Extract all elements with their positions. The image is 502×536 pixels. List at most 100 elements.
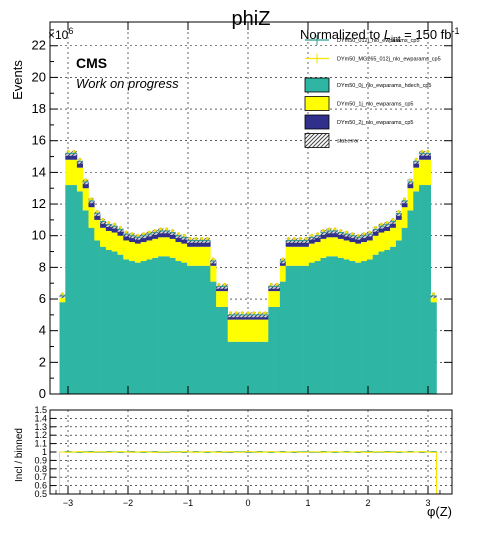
- cms-label: CMS: [76, 55, 107, 71]
- bar-1j: [129, 242, 136, 262]
- bar-1j: [332, 237, 339, 257]
- bar-0j: [279, 281, 286, 394]
- bar-1j: [146, 240, 153, 260]
- bar-2j: [349, 235, 356, 243]
- bar-0j: [146, 259, 153, 394]
- bar-2j: [111, 226, 118, 233]
- bar-0j: [395, 240, 402, 394]
- bar-1j: [216, 291, 223, 307]
- bar-1j: [239, 319, 246, 342]
- overlay-points: [59, 149, 437, 316]
- overlay-binned-point: [379, 222, 383, 226]
- stacked-histogram: [59, 151, 437, 394]
- y-tick-label: 16: [32, 133, 46, 148]
- bar-2j: [413, 161, 420, 168]
- legend-fill-swatch: [304, 77, 330, 93]
- bar-0j: [181, 262, 188, 394]
- y-tick-label: 8: [39, 259, 46, 274]
- bar-2j: [274, 286, 281, 292]
- bar-1j: [192, 246, 200, 266]
- legend-entry-label: DYm50_012j_nlo_ewparams_cp5: [337, 38, 420, 44]
- overlay-binned-point: [287, 236, 291, 240]
- overlay-binned-point: [281, 257, 285, 261]
- bar-1j: [372, 235, 379, 255]
- bar-0j: [326, 256, 333, 394]
- overlay-binned-point: [304, 236, 308, 240]
- ratio-line-binned: [59, 451, 437, 453]
- y-tick-label: 18: [32, 101, 46, 116]
- ratio-y-tick-label: 0.9: [34, 455, 47, 465]
- ratio-axes: 0.50.60.70.80.911.11.21.31.41.5−3 −2 −1 0 1 2…: [34, 405, 453, 508]
- bar-0j: [76, 191, 84, 394]
- main-plot: 0 2 4 6 8 10 12 14 16 18 20 22: [32, 21, 453, 401]
- bar-2j: [326, 230, 333, 238]
- bar-0j: [332, 256, 339, 394]
- bar-1j: [163, 237, 171, 257]
- bar-1j: [169, 238, 176, 258]
- bar-0j: [430, 302, 437, 394]
- legend-fill-swatch: [304, 114, 330, 130]
- x-tick-label: 2: [365, 498, 370, 508]
- bar-1j: [413, 167, 420, 192]
- bar-2j: [146, 234, 153, 241]
- bar-2j: [320, 232, 327, 239]
- bar-1j: [88, 207, 95, 228]
- bar-2j: [123, 234, 130, 241]
- overlay-binned-point: [426, 149, 430, 153]
- ratio-y-axis-label: Incl / binned: [14, 428, 25, 482]
- ratio-y-tick-label: 0.5: [34, 489, 47, 499]
- overlay-binned-point: [72, 149, 76, 153]
- bar-2j: [158, 230, 165, 238]
- bar-1j: [233, 319, 240, 342]
- bar-1j: [320, 238, 327, 258]
- bar-0j: [117, 254, 124, 394]
- overlay-binned-point: [432, 292, 436, 296]
- overlay-binned-point: [130, 232, 134, 236]
- bar-2j: [181, 237, 188, 244]
- bar-0j: [233, 341, 240, 394]
- bar-0j: [192, 265, 200, 394]
- bar-0j: [227, 341, 234, 394]
- bar-2j: [88, 200, 95, 208]
- bar-0j: [100, 246, 107, 394]
- bar-2j: [76, 161, 84, 168]
- bar-0j: [308, 262, 315, 394]
- legend-entry-label: DYm50_2j_nlo_ewparams_cp5: [337, 120, 413, 126]
- bar-0j: [366, 259, 373, 394]
- overlay-binned-point: [374, 225, 378, 229]
- y-tick-label: 22: [32, 38, 46, 53]
- ratio-y-tick-label: 1.1: [34, 439, 47, 449]
- bar-0j: [372, 254, 379, 394]
- bar-1j: [82, 188, 89, 211]
- overlay-binned-point: [252, 311, 256, 315]
- overlay-binned-point: [391, 217, 395, 221]
- bar-1j: [210, 265, 217, 282]
- bar-1j: [140, 242, 147, 262]
- bar-2j: [384, 224, 391, 231]
- bar-0j: [239, 341, 246, 394]
- bar-2j: [390, 221, 397, 228]
- bar-0j: [210, 281, 217, 394]
- bar-0j: [65, 185, 72, 394]
- y-axis-label: Events: [10, 60, 25, 100]
- overlay-binned-point: [408, 178, 412, 182]
- bar-0j: [390, 246, 397, 394]
- main-axes: 0 2 4 6 8 10 12 14 16 18 20 22: [32, 21, 453, 401]
- bar-2j: [65, 153, 72, 160]
- overlay-binned-point: [258, 311, 262, 315]
- norm-sub: int: [391, 34, 401, 44]
- overlay-binned-point: [321, 229, 325, 233]
- overlay-binned-point: [339, 229, 343, 233]
- norm-prefix: Normalized to: [300, 27, 384, 42]
- bar-1j: [361, 242, 368, 262]
- x-tick-label: 1: [305, 498, 310, 508]
- bar-0j: [129, 261, 136, 394]
- overlay-binned-point: [234, 311, 238, 315]
- bar-0j: [158, 256, 165, 394]
- overlay-binned-point: [316, 232, 320, 236]
- overlay-binned-point: [159, 227, 163, 231]
- bar-1j: [262, 319, 269, 342]
- bar-1j: [134, 243, 142, 263]
- bar-0j: [337, 257, 344, 394]
- bar-0j: [355, 262, 362, 394]
